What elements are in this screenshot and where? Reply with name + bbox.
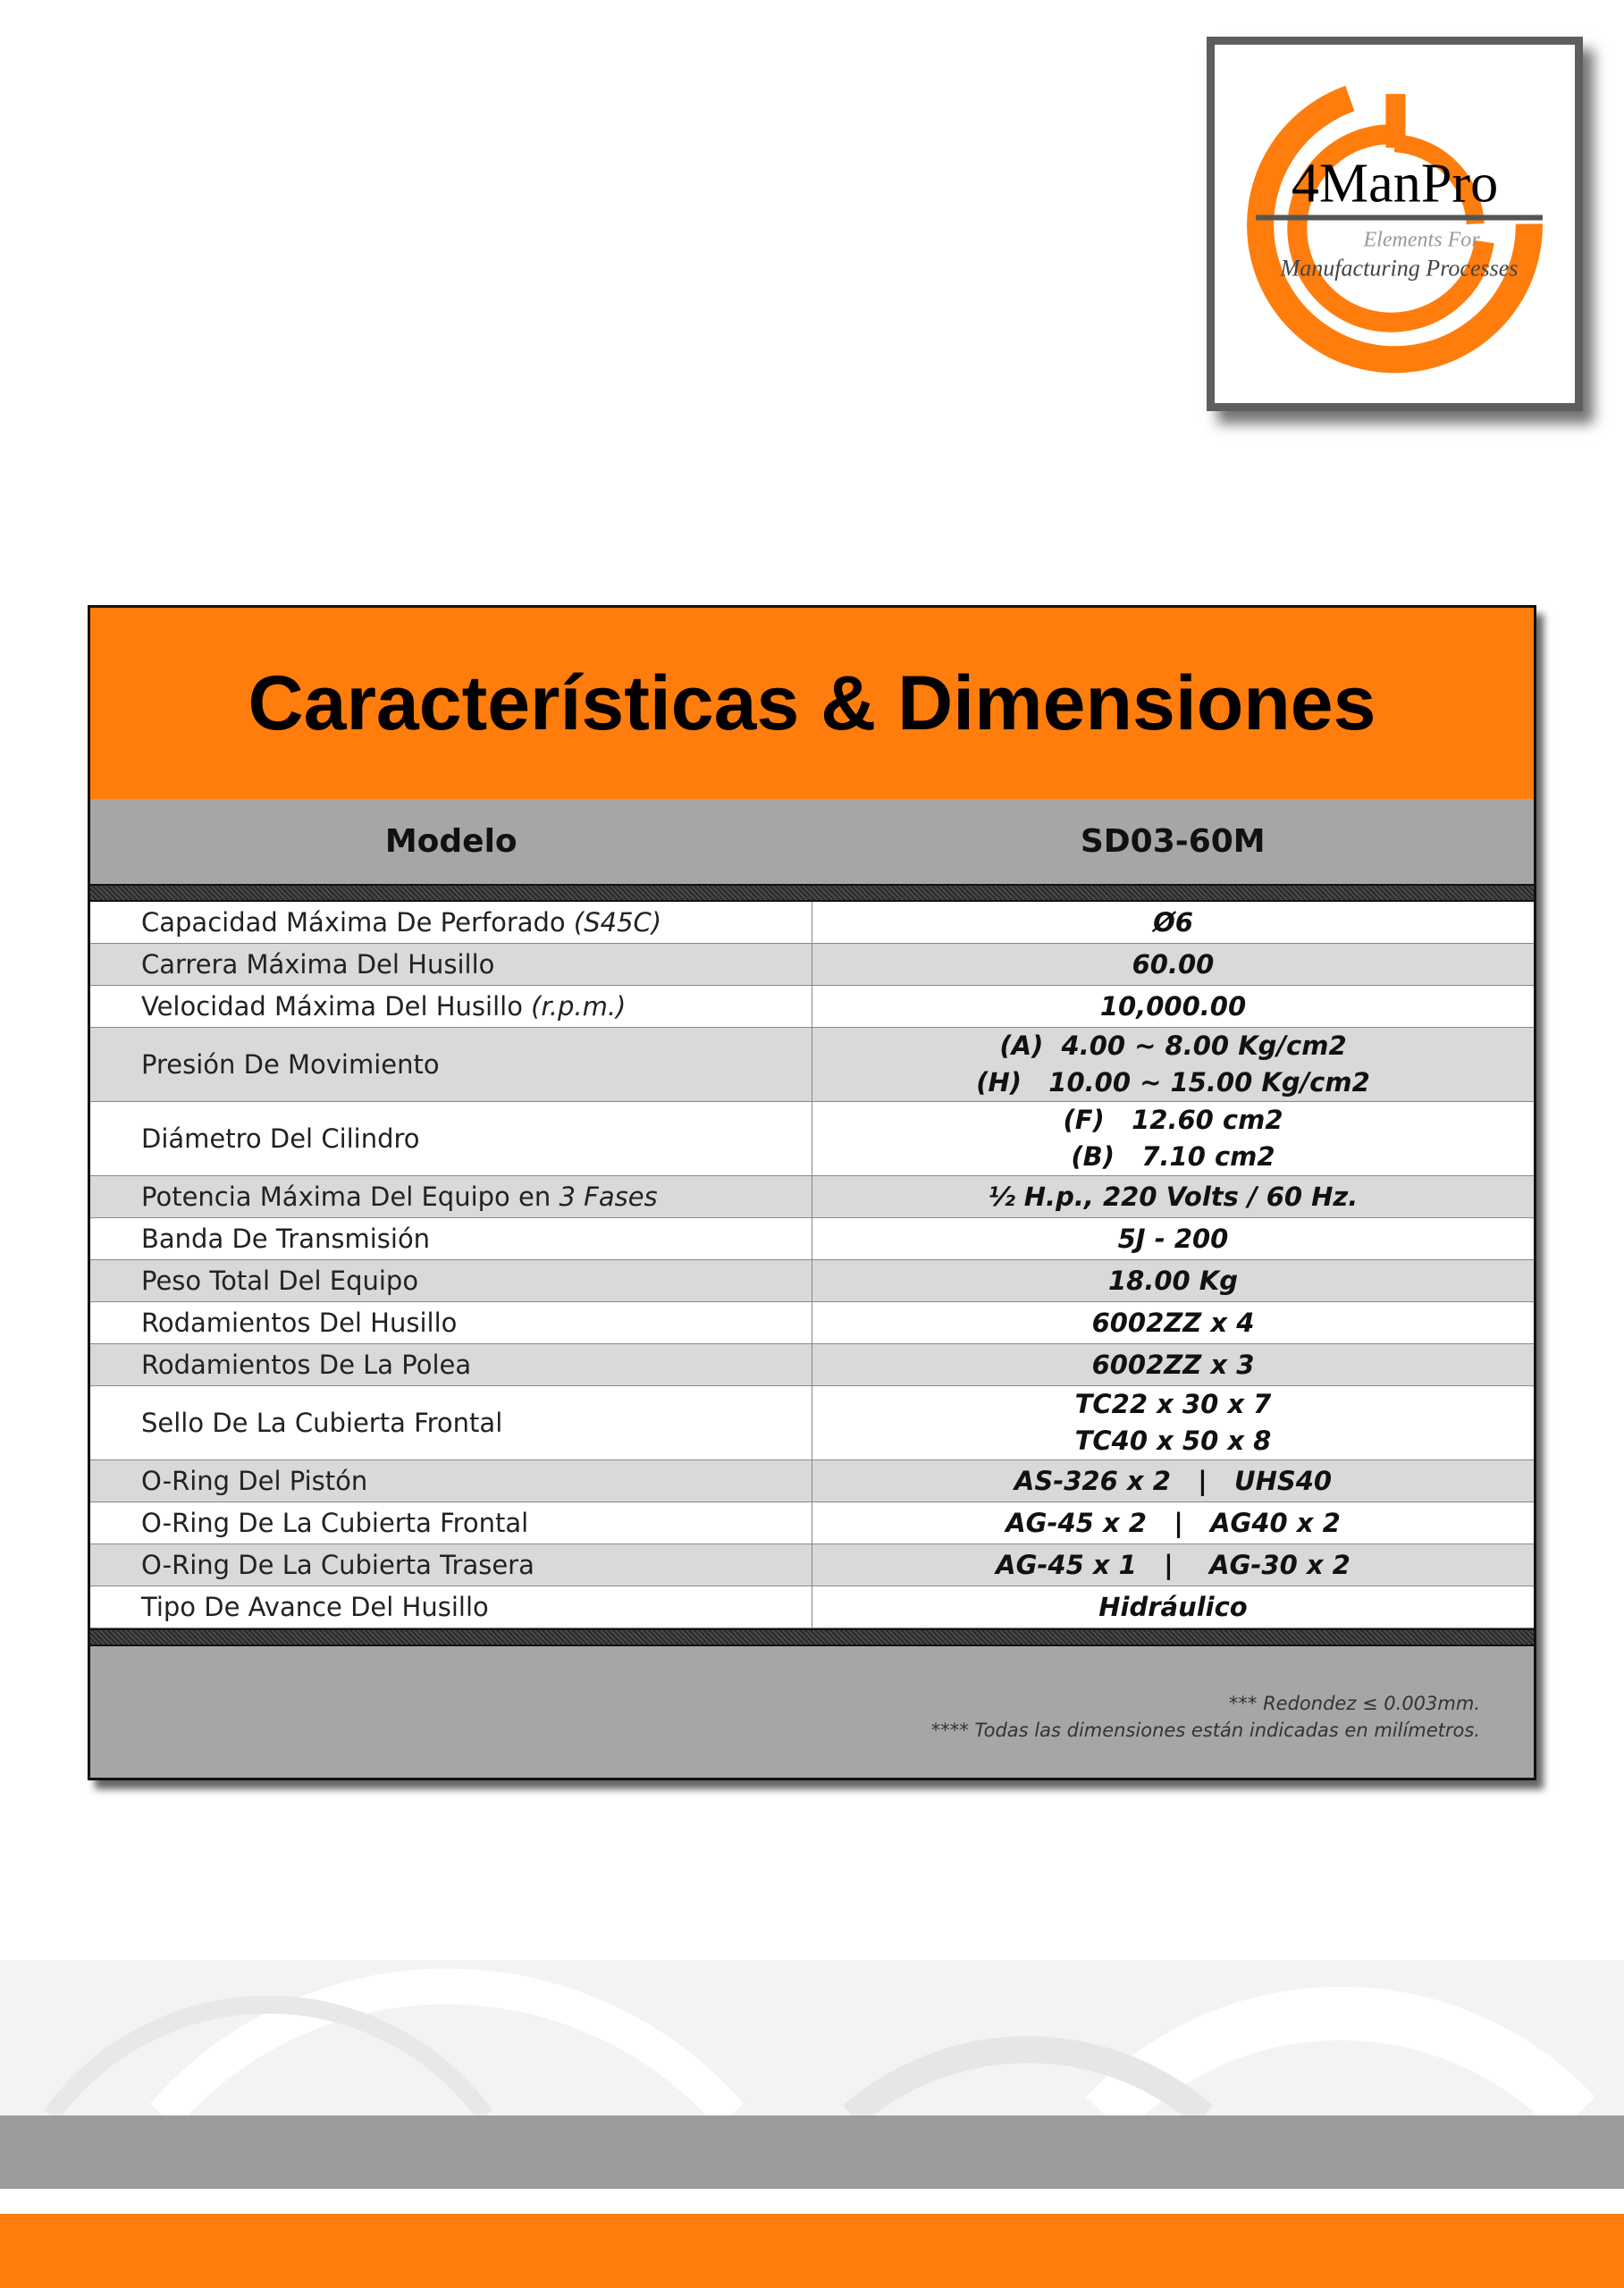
spec-label: O-Ring Del Pistón bbox=[90, 1460, 812, 1502]
header-model-value: SD03-60M bbox=[1080, 823, 1266, 860]
table-header: Modelo SD03-60M bbox=[90, 799, 1534, 884]
label-unit: 3 Fases bbox=[559, 1182, 658, 1212]
value-text: 6002ZZ x 4 bbox=[1091, 1307, 1255, 1338]
value-text: AG-45 x 1 | AG-30 x 2 bbox=[996, 1549, 1351, 1580]
value-text: (A) 4.00 ~ 8.00 Kg/cm2 bbox=[999, 1030, 1347, 1061]
table-row: Banda De Transmisión 5J - 200 bbox=[90, 1218, 1534, 1260]
value-text: 6002ZZ x 3 bbox=[1091, 1349, 1255, 1380]
footnote: *** Redondez ≤ 0.003mm. bbox=[1228, 1693, 1480, 1714]
table-row: Diámetro Del Cilindro (F) 12.60 cm2 (B) 7.… bbox=[90, 1102, 1534, 1176]
value-text: ½ H.p., 220 Volts / 60 Hz. bbox=[988, 1181, 1359, 1212]
spec-label: Diámetro Del Cilindro bbox=[90, 1102, 812, 1175]
value-text: (B) 7.10 cm2 bbox=[1071, 1141, 1275, 1172]
spec-label: Banda De Transmisión bbox=[90, 1218, 812, 1259]
label-unit: (r.p.m.) bbox=[531, 991, 627, 1022]
label-text: Banda De Transmisión bbox=[141, 1224, 431, 1254]
spec-value: 18.00 Kg bbox=[812, 1260, 1534, 1301]
footnote: **** Todas las dimensiones están indicad… bbox=[930, 1720, 1480, 1741]
spec-value: AS-326 x 2 | UHS40 bbox=[812, 1460, 1534, 1502]
table-row: Rodamientos Del Husillo 6002ZZ x 4 bbox=[90, 1302, 1534, 1344]
label-text: Rodamientos De La Polea bbox=[141, 1350, 472, 1380]
table-row: O-Ring De La Cubierta Trasera AG-45 x 1 |… bbox=[90, 1544, 1534, 1586]
table-row: Potencia Máxima Del Equipo en 3 Fases ½ H… bbox=[90, 1176, 1534, 1218]
value-text: (F) 12.60 cm2 bbox=[1063, 1105, 1283, 1135]
spec-value: AG-45 x 1 | AG-30 x 2 bbox=[812, 1544, 1534, 1586]
table-row: Presión De Movimiento (A) 4.00 ~ 8.00 Kg/… bbox=[90, 1028, 1534, 1102]
spec-label: Capacidad Máxima De Perforado (S45C) bbox=[90, 902, 812, 943]
value-text: (H) 10.00 ~ 15.00 Kg/cm2 bbox=[976, 1067, 1370, 1098]
page-title: Características & Dimensiones bbox=[90, 608, 1534, 799]
header-model-label: Modelo bbox=[384, 823, 517, 860]
spec-value: 6002ZZ x 3 bbox=[812, 1344, 1534, 1385]
spec-value: (A) 4.00 ~ 8.00 Kg/cm2 (H) 10.00 ~ 15.00 … bbox=[812, 1028, 1534, 1101]
value-text: AG-45 x 2 | AG40 x 2 bbox=[1006, 1507, 1341, 1538]
spec-value: 60.00 bbox=[812, 944, 1534, 985]
table-row: O-Ring Del Pistón AS-326 x 2 | UHS40 bbox=[90, 1460, 1534, 1502]
spec-table-card: Características & Dimensiones Modelo SD0… bbox=[88, 605, 1536, 1780]
label-text: Diámetro Del Cilindro bbox=[141, 1123, 420, 1154]
spec-value: TC22 x 30 x 7 TC40 x 50 x 8 bbox=[812, 1386, 1534, 1459]
spec-label: Peso Total Del Equipo bbox=[90, 1260, 812, 1301]
value-text: Hidráulico bbox=[1098, 1591, 1248, 1622]
spec-value: AG-45 x 2 | AG40 x 2 bbox=[812, 1502, 1534, 1544]
value-text: 18.00 Kg bbox=[1107, 1265, 1239, 1296]
svg-text:Manufacturing Processes: Manufacturing Processes bbox=[1280, 256, 1519, 282]
spec-label: Sello De La Cubierta Frontal bbox=[90, 1386, 812, 1459]
label-text: Presión De Movimiento bbox=[141, 1049, 440, 1080]
label-text: O-Ring De La Cubierta Trasera bbox=[141, 1550, 534, 1580]
company-logo: 4ManPro Elements For Manufacturing Proce… bbox=[1207, 37, 1583, 411]
divider bbox=[90, 1628, 1534, 1646]
value-text: Ø6 bbox=[1153, 906, 1193, 938]
svg-text:4ManPro: 4ManPro bbox=[1292, 153, 1498, 214]
label-text: Carrera Máxima Del Husillo bbox=[141, 949, 495, 980]
divider bbox=[90, 884, 1534, 902]
spec-label: Rodamientos De La Polea bbox=[90, 1344, 812, 1385]
table-row: Sello De La Cubierta Frontal TC22 x 30 x … bbox=[90, 1386, 1534, 1460]
label-text: Velocidad Máxima Del Husillo bbox=[141, 991, 532, 1022]
spec-rows: Capacidad Máxima De Perforado (S45C) Ø6 Ca… bbox=[90, 902, 1534, 1628]
label-unit: (S45C) bbox=[573, 907, 662, 938]
table-row: Capacidad Máxima De Perforado (S45C) Ø6 bbox=[90, 902, 1534, 944]
spec-label: Carrera Máxima Del Husillo bbox=[90, 944, 812, 985]
label-text: Peso Total Del Equipo bbox=[141, 1266, 419, 1296]
svg-text:Elements For: Elements For bbox=[1362, 229, 1480, 252]
spec-label: Potencia Máxima Del Equipo en 3 Fases bbox=[90, 1176, 812, 1217]
value-text: 60.00 bbox=[1132, 948, 1215, 980]
value-text: 5J - 200 bbox=[1117, 1223, 1229, 1254]
table-row: Rodamientos De La Polea 6002ZZ x 3 bbox=[90, 1344, 1534, 1386]
footer-gray-band bbox=[0, 2116, 1624, 2189]
spec-label: Rodamientos Del Husillo bbox=[90, 1302, 812, 1343]
table-row: Carrera Máxima Del Husillo 60.00 bbox=[90, 944, 1534, 986]
footer-orange-band bbox=[0, 2214, 1624, 2288]
spec-label: O-Ring De La Cubierta Frontal bbox=[90, 1502, 812, 1544]
spec-label: Velocidad Máxima Del Husillo (r.p.m.) bbox=[90, 986, 812, 1027]
spec-value: 6002ZZ x 4 bbox=[812, 1302, 1534, 1343]
spec-value: (F) 12.60 cm2 (B) 7.10 cm2 bbox=[812, 1102, 1534, 1175]
spec-value: 10,000.00 bbox=[812, 986, 1534, 1027]
spec-value: Hidráulico bbox=[812, 1586, 1534, 1628]
spec-value: 5J - 200 bbox=[812, 1218, 1534, 1259]
label-text: Rodamientos Del Husillo bbox=[141, 1308, 458, 1338]
label-text: O-Ring Del Pistón bbox=[141, 1466, 368, 1496]
label-text: Tipo De Avance Del Husillo bbox=[141, 1592, 489, 1622]
value-text: TC22 x 30 x 7 bbox=[1074, 1389, 1272, 1419]
footnotes: *** Redondez ≤ 0.003mm. **** Todas las d… bbox=[931, 1690, 1480, 1744]
value-text: 10,000.00 bbox=[1099, 990, 1247, 1022]
table-row: O-Ring De La Cubierta Frontal AG-45 x 2 |… bbox=[90, 1502, 1534, 1544]
decorative-background bbox=[0, 1960, 1624, 2116]
spec-value: ½ H.p., 220 Volts / 60 Hz. bbox=[812, 1176, 1534, 1217]
table-row: Tipo De Avance Del Husillo Hidráulico bbox=[90, 1586, 1534, 1628]
value-text: TC40 x 50 x 8 bbox=[1074, 1426, 1272, 1456]
table-row: Peso Total Del Equipo 18.00 Kg bbox=[90, 1260, 1534, 1302]
spec-label: Tipo De Avance Del Husillo bbox=[90, 1586, 812, 1628]
label-text: Sello De La Cubierta Frontal bbox=[141, 1408, 503, 1438]
label-text: O-Ring De La Cubierta Frontal bbox=[141, 1508, 529, 1538]
value-text: AS-326 x 2 | UHS40 bbox=[1014, 1465, 1333, 1496]
spec-label: O-Ring De La Cubierta Trasera bbox=[90, 1544, 812, 1586]
spec-label: Presión De Movimiento bbox=[90, 1028, 812, 1101]
label-text: Capacidad Máxima De Perforado bbox=[141, 907, 574, 938]
spec-value: Ø6 bbox=[812, 902, 1534, 943]
label-text: Potencia Máxima Del Equipo en bbox=[141, 1182, 560, 1212]
table-row: Velocidad Máxima Del Husillo (r.p.m.) 10,… bbox=[90, 986, 1534, 1028]
